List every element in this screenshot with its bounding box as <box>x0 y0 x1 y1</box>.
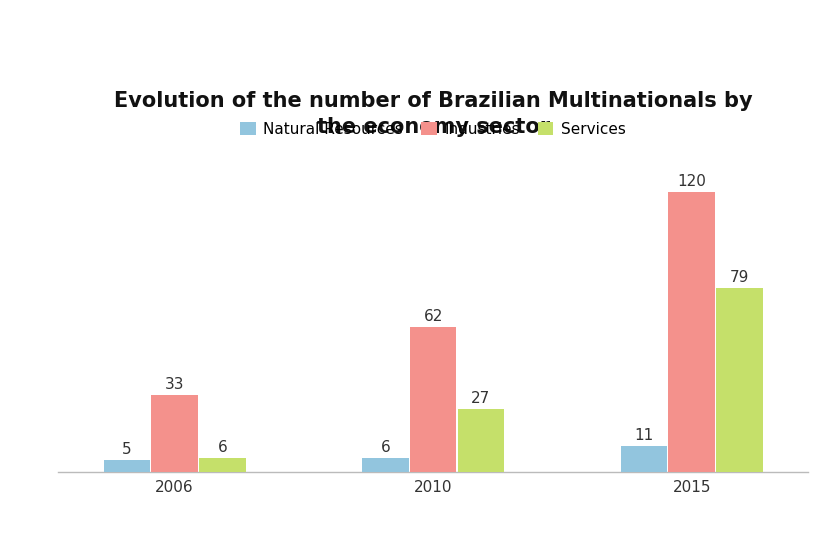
Legend: Natural Resources, Industries, Services: Natural Resources, Industries, Services <box>234 116 632 143</box>
Bar <box>410 327 456 472</box>
Bar <box>362 458 409 472</box>
Text: 62: 62 <box>423 309 443 324</box>
Text: 6: 6 <box>381 440 390 455</box>
Text: 6: 6 <box>217 440 227 455</box>
Bar <box>457 409 504 472</box>
Text: 27: 27 <box>471 391 491 406</box>
Bar <box>668 192 715 472</box>
Text: 33: 33 <box>165 377 184 392</box>
Bar <box>103 460 150 472</box>
Text: 79: 79 <box>730 270 749 285</box>
Bar <box>152 395 198 472</box>
Text: 11: 11 <box>634 428 653 443</box>
Bar <box>621 446 667 472</box>
Bar <box>716 288 763 472</box>
Text: 120: 120 <box>677 174 706 189</box>
Text: 5: 5 <box>122 442 132 457</box>
Bar <box>199 458 246 472</box>
Title: Evolution of the number of Brazilian Multinationals by
the economy sector: Evolution of the number of Brazilian Mul… <box>114 91 752 137</box>
